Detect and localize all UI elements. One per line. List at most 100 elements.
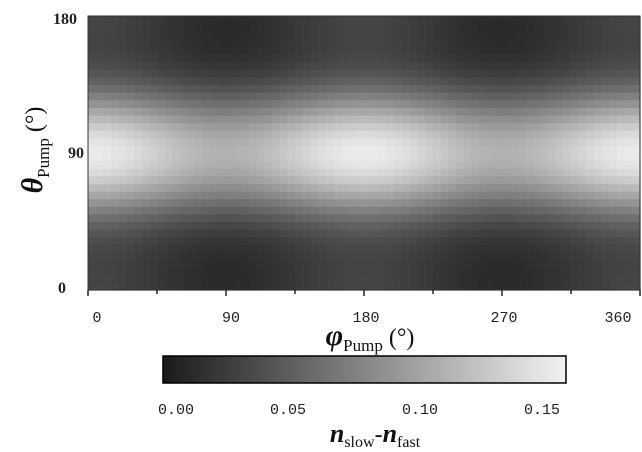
heatmap-cell [410,282,419,291]
heatmap-cell [394,46,403,55]
heatmap-cell [210,221,219,230]
heatmap-cell [509,191,518,200]
heatmap-cell [325,16,334,25]
heatmap-cell [624,46,633,55]
heatmap-cell [601,251,610,261]
heatmap-cell [272,229,281,238]
heatmap-cell [387,206,396,215]
heatmap-cell [364,206,373,215]
heatmap-cell [586,259,595,268]
heatmap-cell [364,267,373,276]
heatmap-cell [203,130,212,139]
heatmap-cell [394,76,403,86]
heatmap-cell [417,69,426,78]
heatmap-cell [218,114,227,124]
heatmap-cell [141,183,150,192]
heatmap-cell [141,251,150,261]
heatmap-cell [571,107,580,116]
heatmap-cell [417,114,426,124]
heatmap-cell [310,153,319,162]
heatmap-cell [471,229,480,238]
heatmap-cell [632,31,641,40]
heatmap-cell [410,213,419,223]
heatmap-cell [325,251,334,261]
heatmap-cell [348,137,357,146]
heatmap-cell [302,145,311,154]
heatmap-cell [264,76,273,86]
heatmap-cell [241,160,250,169]
heatmap-cell [141,38,150,48]
heatmap-cell [571,221,580,230]
heatmap-cell [624,206,633,215]
heatmap-cell [134,76,143,86]
heatmap-cell [249,244,258,253]
heatmap-cell [594,153,603,162]
heatmap-cell [410,54,419,63]
heatmap-cell [341,130,350,139]
heatmap-cell [571,153,580,162]
heatmap-cell [111,54,120,63]
heatmap-cell [241,38,250,48]
heatmap-cell [617,16,626,25]
heatmap-cell [325,107,334,116]
heatmap-cell [187,31,196,40]
heatmap-cell [540,153,549,162]
heatmap-cell [425,114,434,124]
heatmap-cell [180,175,189,185]
heatmap-cell [157,31,166,40]
heatmap-cell [134,213,143,223]
heatmap-cell [172,130,181,139]
heatmap-cell [371,137,380,146]
heatmap-cell [279,274,288,283]
heatmap-cell [433,191,442,200]
heatmap-cell [509,206,518,215]
heatmap-cell [241,221,250,230]
heatmap-cell [325,274,334,283]
heatmap-cell [563,221,572,230]
heatmap-cell [463,122,472,131]
heatmap-cell [302,251,311,261]
heatmap-cell [302,160,311,169]
heatmap-cell [241,54,250,63]
heatmap-cell [256,175,265,185]
heatmap-cell [433,282,442,291]
heatmap-cell [448,198,457,207]
heatmap-cell [126,145,135,154]
heatmap-cell [448,160,457,169]
heatmap-cell [126,46,135,55]
heatmap-cell [425,274,434,283]
heatmap-cell [325,61,334,70]
heatmap-cell [379,175,388,185]
heatmap-cell [249,213,258,223]
heatmap-cell [348,274,357,283]
heatmap-cell [348,259,357,268]
heatmap-cell [118,229,127,238]
heatmap-cell [425,130,434,139]
heatmap-cell [624,137,633,146]
heatmap-cell [440,130,449,139]
heatmap-cell [417,251,426,261]
heatmap-cell [218,84,227,93]
heatmap-cell [195,16,204,25]
heatmap-cell [264,160,273,169]
heatmap-cell [578,76,587,86]
heatmap-cell [210,206,219,215]
heatmap-cell [417,46,426,55]
heatmap-cell [111,145,120,154]
heatmap-cell [103,92,112,101]
heatmap-cell [425,61,434,70]
heatmap-cell [594,31,603,40]
heatmap-cell [333,153,342,162]
heatmap-cell [356,221,365,230]
heatmap-cell [287,114,296,124]
heatmap-cell [95,183,104,192]
heatmap-cell [632,274,641,283]
heatmap-cell [272,259,281,268]
heatmap-cell [410,69,419,78]
heatmap-cell [348,69,357,78]
heatmap-cell [624,191,633,200]
heatmap-cell [571,46,580,55]
heatmap-cell [525,99,534,108]
heatmap-cell [601,175,610,185]
heatmap-cell [586,236,595,245]
